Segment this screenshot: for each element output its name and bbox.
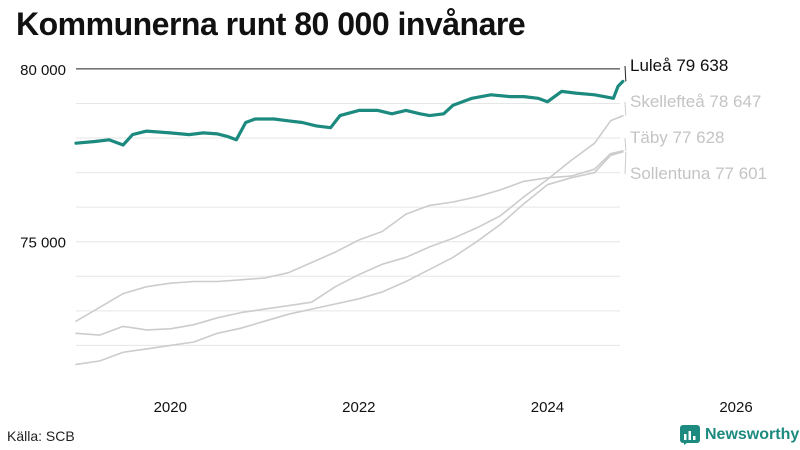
leader-line	[624, 151, 627, 175]
leader-line	[624, 101, 627, 116]
series-line-sollentuna	[75, 151, 624, 366]
x-tick-label: 2020	[154, 399, 187, 416]
series-line-täby	[75, 150, 624, 322]
series-end-labels: Skellefteå 78 647 Täby 77 628 Sollentuna 7…	[624, 56, 767, 183]
leader-line	[624, 137, 627, 151]
y-tick-label: 75 000	[20, 235, 66, 252]
x-tick-label: 2026	[719, 399, 752, 416]
axis-labels: 75 000 80 000 2020 2022 2024 2026	[20, 62, 753, 416]
series-end-label: Täby 77 628	[630, 128, 725, 147]
chart-title: Kommunerna runt 80 000 invånare	[16, 6, 526, 42]
brand-name: Newsworthy	[705, 426, 800, 443]
series-end-label: Sollentuna 77 601	[630, 164, 767, 183]
source-note: Källa: SCB	[7, 428, 75, 444]
leader-line	[624, 65, 627, 82]
x-tick-label: 2024	[531, 399, 564, 416]
grid-lines	[76, 68, 620, 346]
bar-chart-icon	[680, 425, 700, 445]
series-line-skellefteå	[75, 114, 624, 336]
series-end-label: Luleå 79 638	[630, 56, 728, 75]
series-line-luleå	[74, 79, 625, 147]
brand-logo: Newsworthy	[680, 425, 799, 445]
y-tick-label: 80 000	[20, 62, 66, 79]
series-end-label: Skellefteå 78 647	[630, 92, 761, 111]
x-tick-label: 2022	[342, 399, 375, 416]
series-lines	[74, 79, 625, 366]
